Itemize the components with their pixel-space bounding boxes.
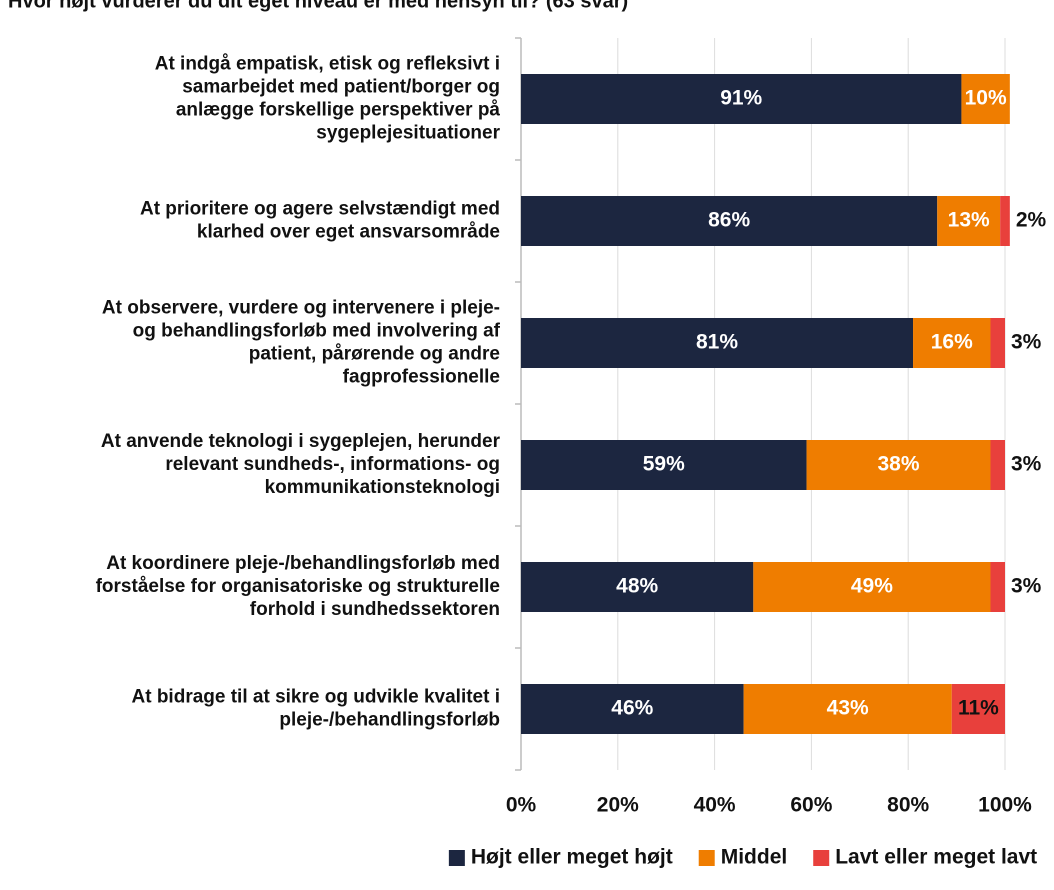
data-label: 86% [708,209,750,232]
bar-segment [521,196,938,246]
category-label: samarbejdet med patient/borger og [182,77,500,98]
bar-segment [937,196,1001,246]
category-label: At indgå empatisk, etisk og refleksivt i [155,54,500,75]
data-label: 3% [1011,453,1042,476]
data-label: 16% [931,331,973,354]
bar-segment [990,440,1005,490]
legend-swatch [698,850,715,866]
category-label: At observere, vurdere og intervenere i p… [102,298,500,319]
category-label: fagprofessionelle [343,367,500,388]
data-label: 2% [1016,209,1047,232]
category-label: At prioritere og agere selvstændigt med [140,199,500,220]
x-tick-label: 60% [790,794,832,817]
legend-item: Lavt eller meget lavt [813,846,1037,869]
data-label: 13% [948,209,990,232]
data-label: 10% [965,87,1007,110]
x-tick-label: 20% [597,794,639,817]
data-label: 91% [720,87,762,110]
data-label: 3% [1011,575,1042,598]
bar-segment [913,318,991,368]
legend-item: Højt eller meget højt [448,846,673,869]
category-label: relevant sundheds-, informations- og [165,454,500,475]
category-label: forhold i sundhedssektoren [250,599,500,620]
legend-label: Middel [721,846,788,869]
bar-segment [521,562,754,612]
legend-label: Lavt eller meget lavt [835,846,1037,869]
data-label: 46% [611,697,653,720]
x-tick-label: 40% [694,794,736,817]
bar-segment [521,74,962,124]
data-label: 3% [1011,331,1042,354]
category-label: og behandlingsforløb med involvering af [133,321,501,342]
bar-segment [806,440,991,490]
category-label: At koordinere pleje-/behandlingsforløb m… [106,553,500,574]
bar-segment [753,562,991,612]
data-label: 49% [851,575,893,598]
category-label: At bidrage til at sikre og udvikle kvali… [132,687,501,708]
category-label: pleje-/behandlingsforløb [279,710,500,731]
data-label: 38% [878,453,920,476]
legend-swatch [813,850,830,866]
category-label: kommunikationsteknologi [265,477,500,498]
data-label: 48% [616,575,658,598]
category-label: sygeplejesituationer [316,123,500,144]
category-label: anlægge forskellige perspektiver på [176,100,501,121]
category-label: klarhed over eget ansvarsområde [197,222,500,243]
bar-segment [990,318,1005,368]
bar-segment [521,440,807,490]
bar-segment [521,684,744,734]
legend-swatch [448,850,465,866]
legend-label: Højt eller meget højt [471,846,673,869]
bar-segment [521,318,914,368]
data-label: 11% [958,697,999,720]
data-label: 81% [696,331,738,354]
bar-segment [951,684,1005,734]
data-label: 43% [827,697,869,720]
bar-segment [1000,196,1010,246]
category-label: At anvende teknologi i sygeplejen, herun… [101,431,501,452]
x-tick-label: 0% [506,794,537,817]
chart-title: Hvor højt vurderer du dit eget niveau er… [8,0,628,12]
bar-segment [990,562,1005,612]
bar-segment [743,684,952,734]
legend-item: Middel [698,846,788,869]
bar-segment [961,74,1010,124]
category-label: forståelse for organisatoriske og strukt… [96,576,500,597]
x-tick-label: 80% [887,794,929,817]
category-label: patient, pårørende og andre [249,344,500,365]
x-tick-label: 100% [978,794,1032,817]
data-label: 59% [643,453,685,476]
